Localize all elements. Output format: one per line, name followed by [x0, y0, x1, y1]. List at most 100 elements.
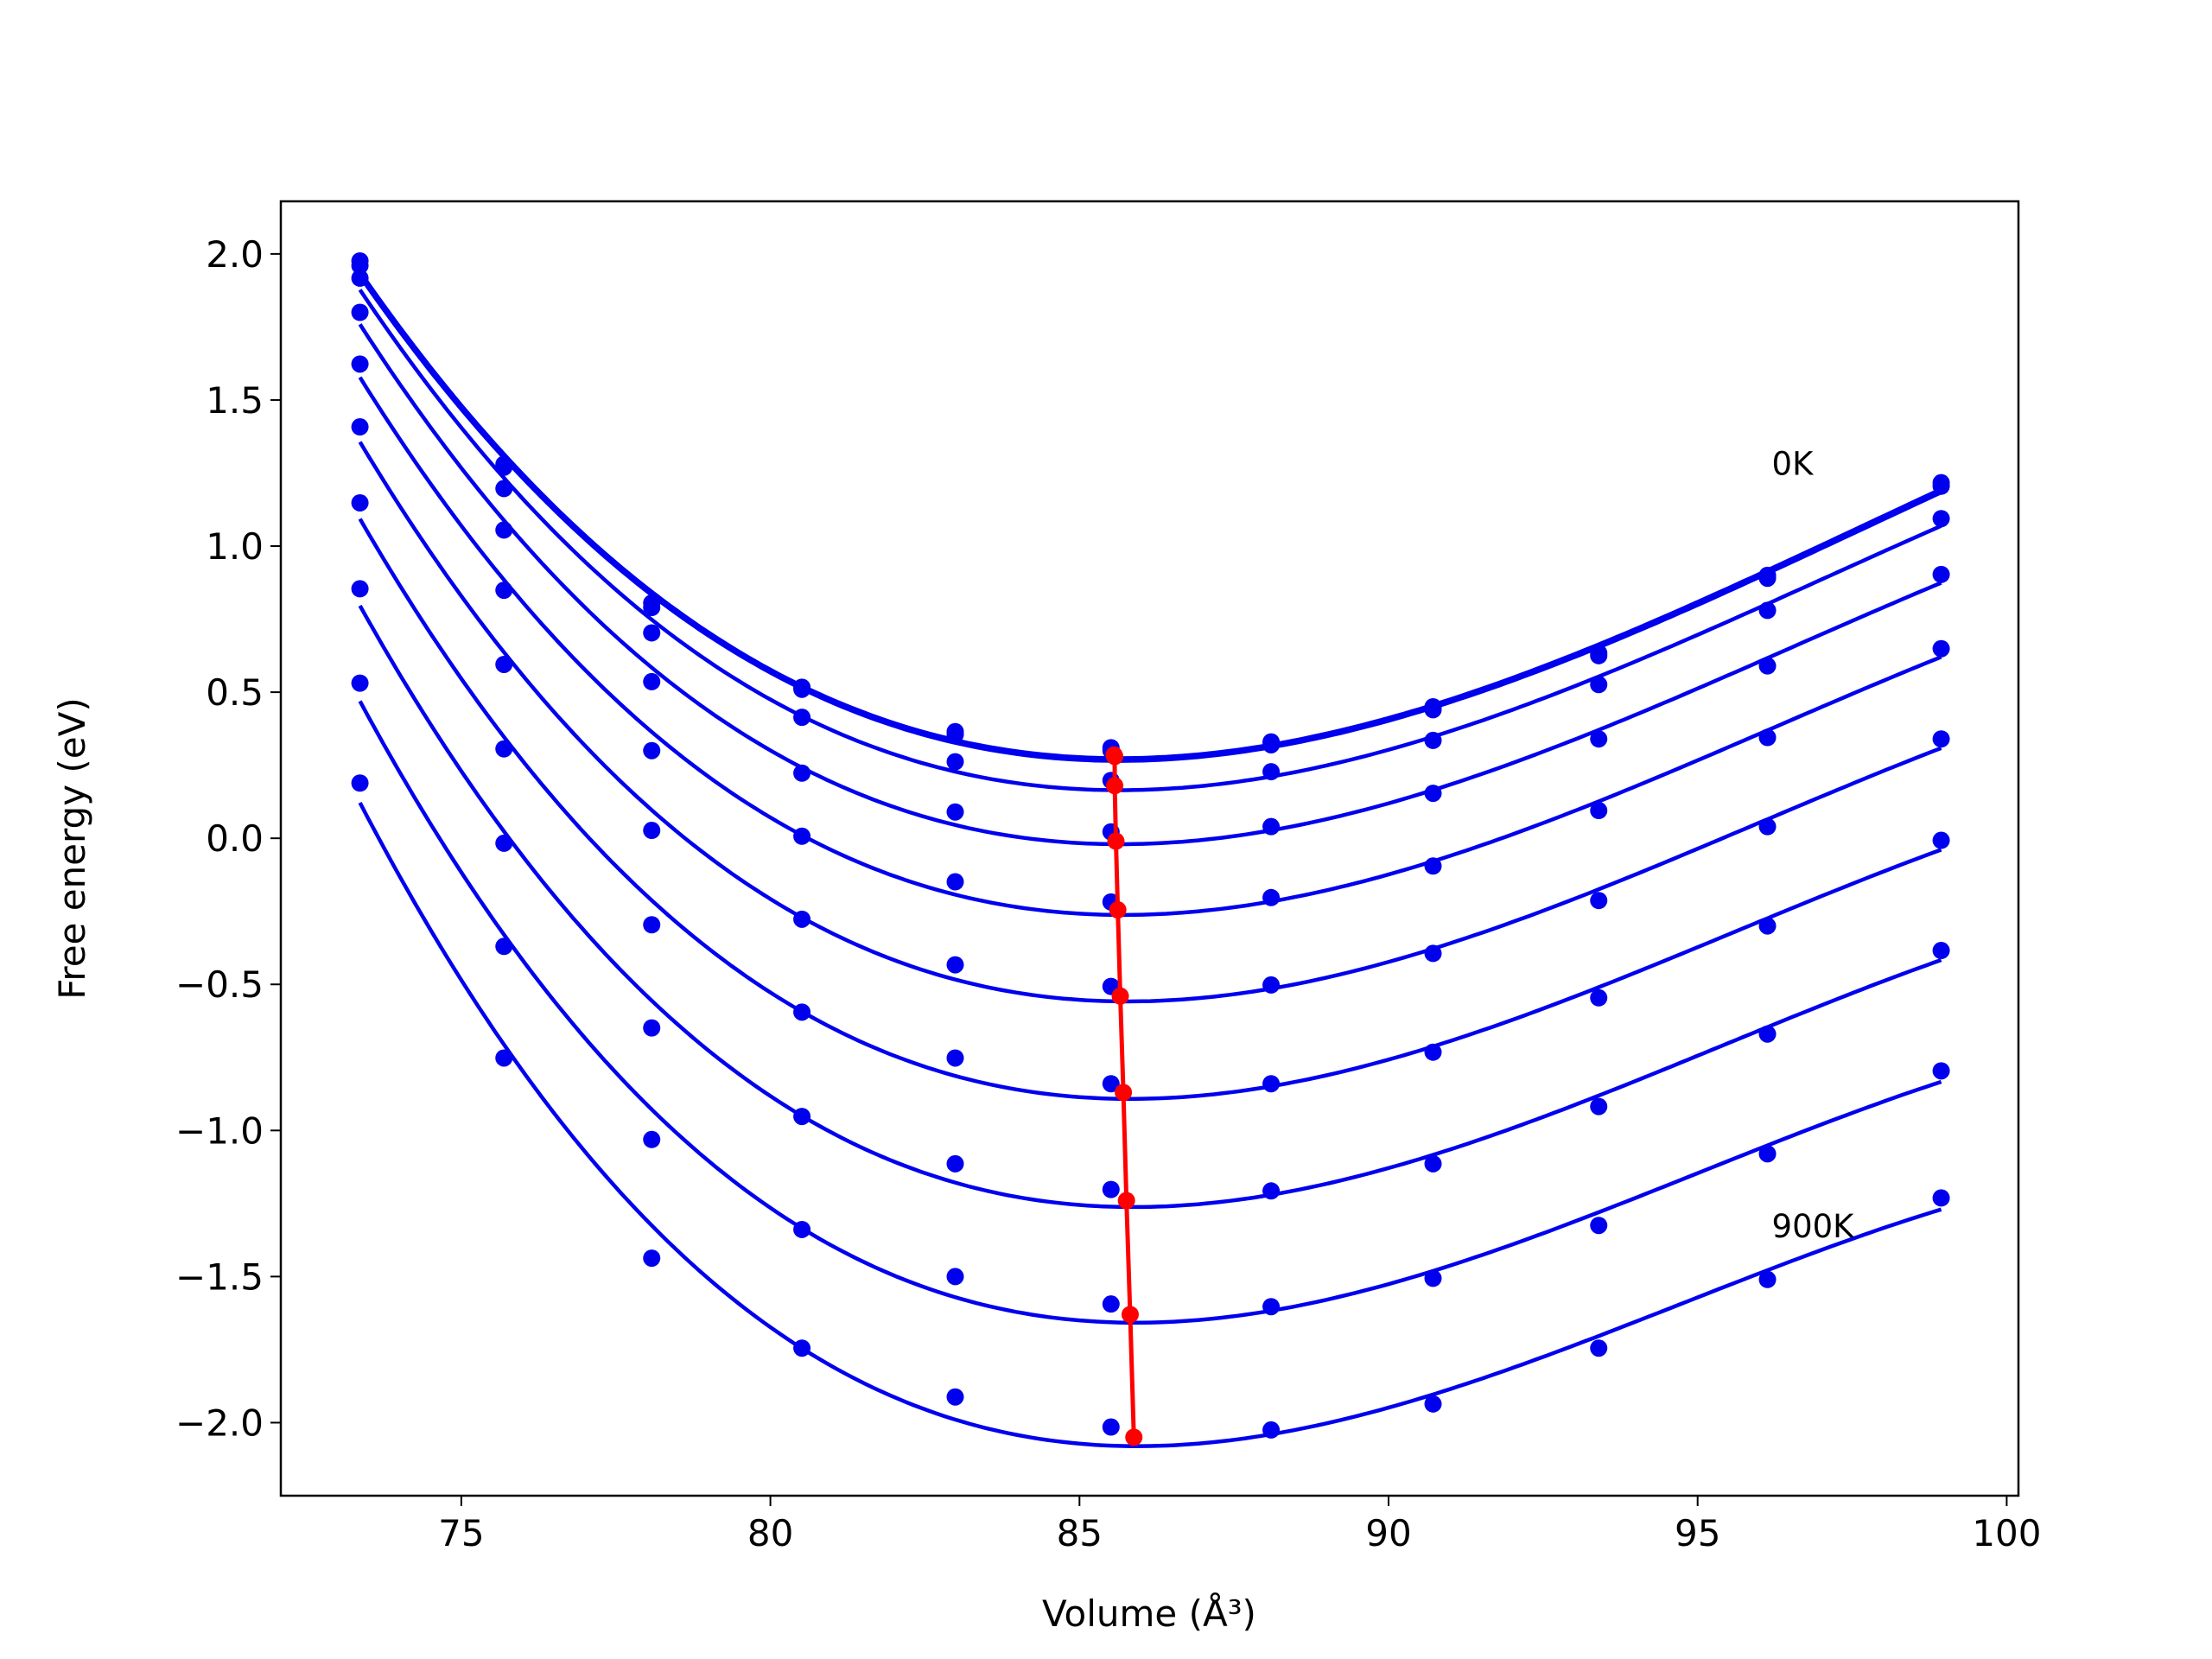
- minimum-point: [1106, 747, 1124, 766]
- data-point: [1262, 1075, 1281, 1093]
- fit-curve: [358, 275, 1942, 763]
- annotation: 900K: [1772, 1208, 1856, 1245]
- data-point: [1758, 817, 1777, 836]
- data-point: [643, 1019, 661, 1037]
- annotation: 0K: [1772, 445, 1815, 482]
- fit-curve: [358, 289, 1942, 792]
- data-point: [643, 1130, 661, 1148]
- data-point: [1932, 565, 1950, 583]
- x-tick-label: 85: [1057, 1512, 1103, 1554]
- x-tick-label: 90: [1365, 1512, 1411, 1554]
- data-point: [1932, 1189, 1950, 1207]
- data-point: [1424, 701, 1442, 719]
- data-point: [1932, 510, 1950, 528]
- data-point: [351, 303, 369, 321]
- data-point: [946, 1049, 964, 1067]
- data-point: [1262, 1298, 1281, 1316]
- data-point: [643, 624, 661, 642]
- data-point: [495, 1049, 513, 1067]
- minimum-point: [1115, 1084, 1133, 1102]
- fit-curve: [358, 518, 1942, 1102]
- data-point: [1758, 1025, 1777, 1043]
- data-point: [1758, 1270, 1777, 1288]
- data-point: [643, 822, 661, 840]
- data-point: [946, 753, 964, 771]
- data-point: [1590, 646, 1608, 664]
- data-point: [1758, 1145, 1777, 1163]
- fit-curve: [358, 323, 1942, 847]
- data-point: [1424, 785, 1442, 803]
- data-point: [793, 680, 811, 698]
- data-point: [1424, 1043, 1442, 1061]
- data-point: [1262, 888, 1281, 906]
- data-point: [351, 257, 369, 275]
- minimum-point: [1111, 987, 1129, 1005]
- minimum-point: [1121, 1306, 1139, 1324]
- data-point: [1262, 1182, 1281, 1200]
- data-point: [1590, 1097, 1608, 1116]
- fit-curve: [358, 604, 1942, 1210]
- data-point: [1590, 676, 1608, 694]
- data-point: [1262, 1421, 1281, 1439]
- data-point: [643, 1249, 661, 1268]
- data-point: [1932, 639, 1950, 658]
- y-tick-label: −2.0: [175, 1402, 264, 1444]
- data-point: [1758, 569, 1777, 588]
- minimum-point: [1117, 1192, 1135, 1210]
- fit-curve: [358, 376, 1942, 918]
- data-point: [1262, 817, 1281, 836]
- data-point: [495, 521, 513, 539]
- y-tick-label: 0.0: [206, 817, 264, 860]
- data-point: [1102, 1418, 1120, 1436]
- minima-line: [1112, 753, 1136, 1438]
- data-point: [495, 655, 513, 673]
- y-tick-label: 1.0: [206, 525, 264, 568]
- data-point: [495, 458, 513, 476]
- y-axis-label: Free energy (eV): [51, 697, 93, 1000]
- data-point: [946, 1388, 964, 1406]
- data-point: [1590, 730, 1608, 748]
- data-point: [495, 582, 513, 600]
- data-point: [643, 599, 661, 617]
- data-point: [1262, 976, 1281, 994]
- data-point: [1590, 1217, 1608, 1235]
- data-point: [643, 916, 661, 934]
- y-tick-label: −1.0: [175, 1109, 264, 1152]
- data-point: [1424, 1269, 1442, 1287]
- x-axis-label: Volume (Å³): [1042, 1592, 1256, 1635]
- data-point: [495, 938, 513, 956]
- data-point: [1424, 857, 1442, 875]
- data-point: [1424, 731, 1442, 749]
- y-tick-label: −0.5: [175, 963, 264, 1006]
- data-point: [643, 672, 661, 690]
- data-point: [793, 709, 811, 727]
- data-point: [1758, 917, 1777, 935]
- data-point: [1590, 988, 1608, 1007]
- data-point: [351, 774, 369, 792]
- data-point: [1102, 1075, 1120, 1093]
- x-tick-label: 80: [747, 1512, 793, 1554]
- data-point: [946, 1268, 964, 1286]
- data-point: [946, 726, 964, 744]
- x-tick-label: 75: [438, 1512, 484, 1554]
- data-point: [1102, 1295, 1120, 1313]
- y-tick-label: −1.5: [175, 1255, 264, 1298]
- data-point: [1932, 477, 1950, 495]
- y-tick-label: 2.0: [206, 233, 264, 276]
- data-point: [1590, 1339, 1608, 1357]
- data-point: [793, 1003, 811, 1021]
- data-point: [1262, 763, 1281, 781]
- data-point: [793, 910, 811, 928]
- data-point: [351, 418, 369, 436]
- data-point: [351, 355, 369, 373]
- minimum-point: [1106, 777, 1124, 795]
- data-point: [1932, 1062, 1950, 1080]
- data-point: [351, 493, 369, 512]
- data-point: [1932, 730, 1950, 748]
- data-point: [351, 674, 369, 692]
- fit-curve: [358, 700, 1942, 1325]
- data-point: [793, 764, 811, 782]
- data-point: [1424, 1395, 1442, 1413]
- data-point: [1590, 892, 1608, 910]
